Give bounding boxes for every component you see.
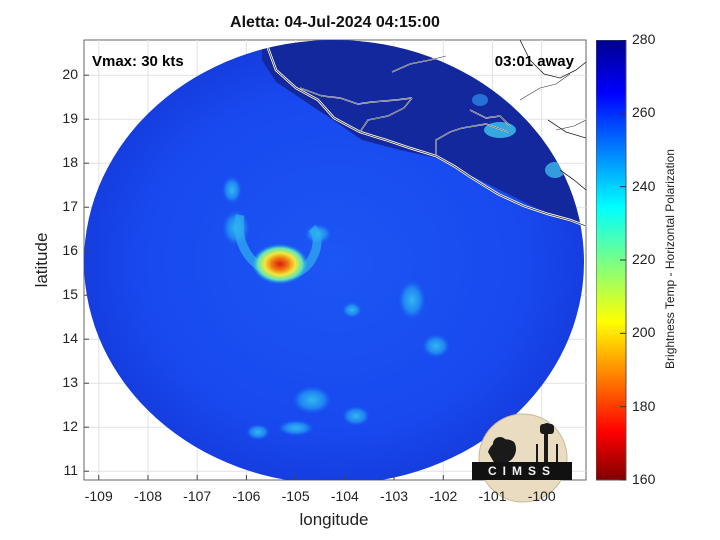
x-tick-label: -104 xyxy=(330,488,359,504)
cimss-logo-text: CIMSS xyxy=(487,464,556,478)
time-away-label: 03:01 away xyxy=(494,53,574,70)
state-borders-outline xyxy=(299,55,586,156)
cloud-patch xyxy=(472,94,488,106)
colorbar-tick-label: 240 xyxy=(632,177,656,194)
colorbar-tick-label: 200 xyxy=(632,324,656,341)
cloud-patch xyxy=(278,420,314,436)
colorbar-tick-label: 280 xyxy=(632,31,656,47)
coastline-outline xyxy=(267,47,586,227)
colorbar-tick-label: 220 xyxy=(632,251,656,267)
y-tick-label: 17 xyxy=(62,198,78,215)
cloud-patch xyxy=(222,176,242,204)
x-tick-label: -102 xyxy=(429,488,458,504)
y-tick-label: 19 xyxy=(62,110,78,127)
cloud-patch xyxy=(292,386,332,414)
colorbar xyxy=(596,40,627,481)
y-tick-label: 16 xyxy=(62,242,78,259)
x-tick-label: -100 xyxy=(527,488,556,504)
x-tick-label: -105 xyxy=(281,488,310,504)
colorbar-tick-label: 260 xyxy=(632,104,656,121)
x-tick-label: -103 xyxy=(380,488,409,504)
x-tick-label: -109 xyxy=(84,488,113,504)
colorbar-label: Brightness Temp - Horizontal Polarizatio… xyxy=(663,149,677,369)
y-tick-label: 14 xyxy=(62,330,78,347)
cloud-patch xyxy=(398,280,426,320)
x-tick-label: -107 xyxy=(183,488,212,504)
y-axis-ticks xyxy=(84,74,89,472)
colorbar-tick-label: 160 xyxy=(632,471,656,487)
y-tick-label: 12 xyxy=(62,418,78,435)
cloud-patch xyxy=(342,302,362,318)
x-tick-label: -106 xyxy=(232,488,261,504)
y-tick-label: 11 xyxy=(63,462,78,479)
y-tick-label: 13 xyxy=(62,374,78,391)
y-tick-label: 18 xyxy=(62,154,78,171)
x-tick-label: -108 xyxy=(133,488,162,504)
outer-borders xyxy=(519,40,586,191)
cloud-patch xyxy=(246,424,270,440)
cloud-patch xyxy=(422,334,450,358)
x-axis-label: longitude xyxy=(299,510,369,529)
vmax-label: Vmax: 30 kts xyxy=(92,53,184,70)
colorbar-ticks xyxy=(620,40,626,481)
convective-core xyxy=(252,244,308,284)
x-tick-label: -101 xyxy=(478,488,507,504)
colorbar-tick-label: 180 xyxy=(632,397,656,414)
y-tick-label: 20 xyxy=(62,66,78,83)
cimss-logo xyxy=(472,413,572,503)
y-tick-label: 15 xyxy=(62,286,78,303)
cloud-patch xyxy=(342,406,370,426)
figure-title: Aletta: 04-Jul-2024 04:15:00 xyxy=(230,14,440,31)
